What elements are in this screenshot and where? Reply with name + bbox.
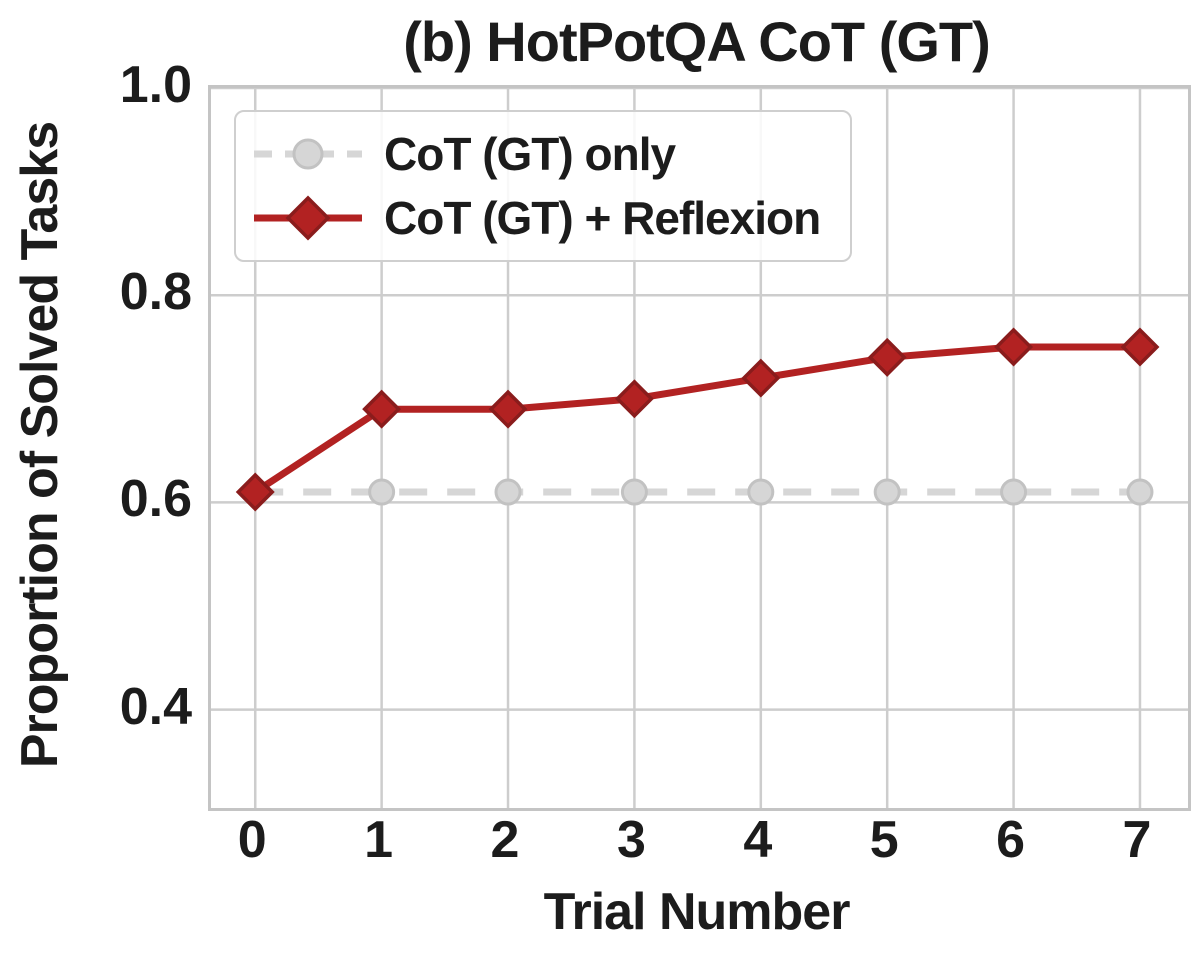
data-point-marker (1120, 327, 1160, 367)
y-tick-label: 1.0 (119, 56, 192, 114)
x-tick-label: 7 (1122, 811, 1152, 869)
data-point-marker (488, 389, 528, 429)
data-point-marker (1000, 478, 1028, 506)
series-line-1 (253, 343, 1140, 495)
data-point-marker (362, 389, 402, 429)
x-tick-label: 5 (869, 811, 899, 869)
x-tick-label: 3 (616, 811, 646, 869)
y-axis-label: Proportion of Solved Tasks (11, 121, 69, 769)
data-point-marker (867, 337, 907, 377)
legend: CoT (GT) only CoT (GT) + Reflexion (234, 110, 853, 262)
x-tick-label: 1 (364, 811, 394, 869)
legend-label: CoT (GT) + Reflexion (384, 192, 821, 244)
chart-title: (b) HotPotQA CoT (GT) (403, 10, 991, 73)
data-point-marker (620, 478, 648, 506)
x-tick-label: 0 (237, 811, 267, 869)
data-point-marker (747, 478, 775, 506)
legend-item-cot-reflexion: CoT (GT) + Reflexion (252, 188, 821, 248)
plot-area: CoT (GT) only CoT (GT) + Reflexion (208, 85, 1191, 811)
x-tick-label: 4 (743, 811, 773, 869)
x-tick-label: 6 (996, 811, 1026, 869)
y-tick-label: 0.4 (119, 677, 192, 736)
legend-item-cot-only: CoT (GT) only (252, 124, 820, 184)
data-point-marker (1126, 478, 1154, 506)
y-tick-label: 0.6 (119, 470, 192, 529)
x-axis-label: Trial Number (543, 883, 851, 941)
data-point-marker (741, 358, 781, 398)
legend-label: CoT (GT) only (384, 128, 676, 180)
legend-sample-solid-diamond-icon (254, 195, 362, 241)
data-point-marker (614, 379, 654, 419)
data-point-marker (235, 472, 275, 512)
y-tick-label: 0.8 (119, 263, 192, 322)
legend-sample-dashed-circle-icon (254, 138, 362, 170)
data-point-marker (368, 478, 396, 506)
data-point-marker (873, 478, 901, 506)
data-point-marker (494, 478, 522, 506)
data-point-marker (994, 327, 1034, 367)
x-tick-label: 2 (490, 811, 520, 869)
plot-canvas (211, 88, 1188, 808)
